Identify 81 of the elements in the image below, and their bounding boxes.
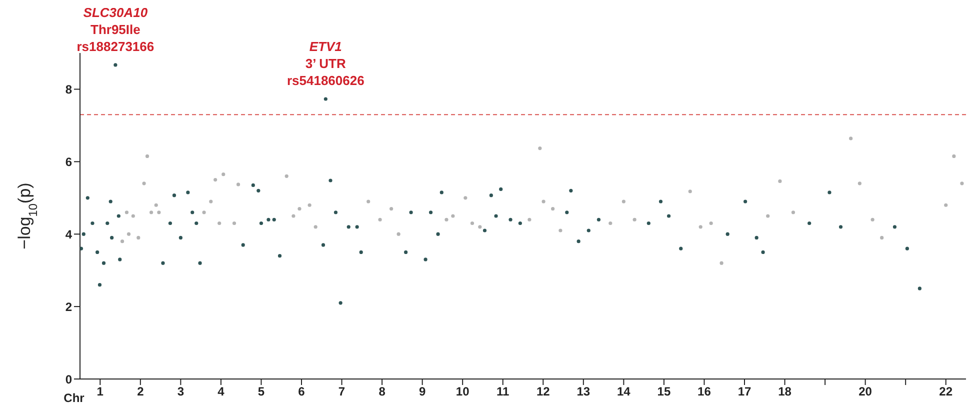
x-tick-label: 5 bbox=[258, 384, 265, 399]
point bbox=[154, 203, 158, 207]
point bbox=[849, 136, 853, 140]
point bbox=[952, 154, 956, 158]
point bbox=[124, 210, 129, 214]
x-tick-label: 2 bbox=[137, 384, 144, 399]
point bbox=[608, 221, 612, 226]
point bbox=[709, 221, 713, 226]
point bbox=[149, 210, 154, 214]
x-tick-label: 4 bbox=[218, 384, 225, 399]
point bbox=[688, 190, 692, 194]
point bbox=[314, 225, 318, 229]
y-tick-label: 4 bbox=[65, 227, 72, 242]
point bbox=[478, 225, 482, 229]
x-axis-title: Chr bbox=[64, 391, 85, 405]
x-tick-label: 18 bbox=[778, 384, 792, 399]
y-tick-label: 0 bbox=[65, 372, 72, 386]
point bbox=[766, 214, 770, 218]
point bbox=[451, 214, 455, 218]
point bbox=[232, 221, 236, 226]
point bbox=[131, 214, 135, 218]
point bbox=[236, 182, 240, 186]
point bbox=[157, 210, 161, 214]
point bbox=[720, 261, 724, 265]
point bbox=[622, 200, 626, 204]
point bbox=[366, 200, 370, 204]
annotation: ETV1 3’ UTR rs541860626 bbox=[286, 39, 364, 88]
annotation: SLC30A10 Thr95Ile rs188273166 bbox=[76, 4, 154, 54]
point bbox=[632, 218, 636, 222]
point bbox=[222, 172, 226, 176]
point bbox=[136, 236, 140, 240]
point bbox=[390, 206, 394, 211]
point bbox=[528, 218, 532, 222]
x-tick-label: 6 bbox=[298, 384, 306, 399]
x-tick-label: 9 bbox=[418, 384, 426, 399]
x-tick-label: 7 bbox=[338, 384, 346, 399]
x-tick-label: 20 bbox=[858, 384, 872, 399]
point bbox=[880, 236, 884, 240]
point bbox=[214, 178, 218, 182]
point bbox=[298, 206, 302, 211]
point bbox=[558, 228, 562, 232]
y-tick-label: 2 bbox=[65, 300, 72, 314]
point bbox=[378, 218, 382, 222]
point bbox=[202, 210, 206, 214]
point bbox=[209, 200, 213, 204]
y-tick-label: 8 bbox=[65, 82, 72, 96]
point bbox=[464, 196, 468, 200]
y-tick-label: 6 bbox=[65, 154, 72, 169]
x-tick-label: 16 bbox=[698, 384, 712, 399]
point bbox=[120, 240, 124, 244]
x-tick-label: 8 bbox=[378, 384, 386, 399]
x-tick-label: 1 bbox=[96, 384, 104, 399]
point bbox=[396, 232, 400, 236]
point bbox=[142, 182, 146, 186]
point bbox=[542, 200, 546, 204]
point bbox=[444, 218, 448, 222]
x-tick-label: 22 bbox=[939, 384, 953, 399]
point bbox=[308, 203, 312, 207]
point bbox=[218, 221, 222, 226]
point bbox=[551, 206, 555, 211]
x-tick-label: 11 bbox=[496, 384, 510, 399]
point bbox=[870, 218, 874, 222]
x-tick-label: 12 bbox=[536, 384, 550, 399]
point bbox=[284, 174, 288, 178]
x-tick-label: 10 bbox=[456, 384, 470, 399]
point bbox=[126, 232, 131, 236]
point bbox=[778, 179, 782, 184]
point bbox=[145, 154, 150, 158]
x-tick-label: 3 bbox=[177, 384, 184, 399]
point bbox=[944, 203, 948, 207]
point bbox=[858, 182, 862, 186]
x-tick-label: 14 bbox=[617, 384, 631, 399]
point bbox=[960, 182, 964, 186]
x-tick-label: 15 bbox=[657, 384, 671, 399]
point bbox=[791, 210, 796, 214]
point bbox=[538, 146, 542, 150]
point bbox=[470, 221, 474, 226]
point bbox=[698, 225, 702, 229]
x-tick-label: 13 bbox=[576, 384, 590, 399]
point bbox=[292, 214, 296, 218]
x-tick-label: 17 bbox=[738, 384, 752, 399]
